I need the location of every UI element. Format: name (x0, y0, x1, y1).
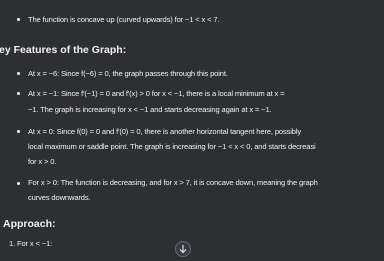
feature-line: At x = 0: Since f(0) = 0 and f′(0) = 0, … (28, 127, 302, 136)
bullet (17, 72, 20, 75)
intro-bullet: The function is concave up (curved upwar… (28, 15, 220, 24)
feature-line: curves downwards. (28, 193, 91, 202)
approach-item: 1. For x < −1: (9, 239, 53, 248)
feature-line: For x > 0: The function is decreasing, a… (28, 178, 318, 187)
bullet (17, 182, 20, 185)
feature-line: for x > 0. (28, 157, 57, 166)
approach-heading: Approach: (3, 218, 56, 230)
scroll-down-button[interactable] (175, 241, 191, 257)
bullet (17, 130, 20, 133)
feature-line: −1. The graph is increasing for x < −1 a… (28, 105, 272, 114)
section-heading: ey Features of the Graph: (0, 44, 127, 56)
feature-line: local maximum or saddle point. The graph… (28, 142, 316, 151)
arrow-icon (179, 245, 187, 254)
bullet (17, 92, 20, 95)
feature-line: At x = −6: Since f(−6) = 0, the graph pa… (28, 69, 228, 78)
bullet (17, 18, 20, 21)
feature-line: At x = −1: Since f′(−1) = 0 and f′(x) > … (28, 89, 285, 98)
